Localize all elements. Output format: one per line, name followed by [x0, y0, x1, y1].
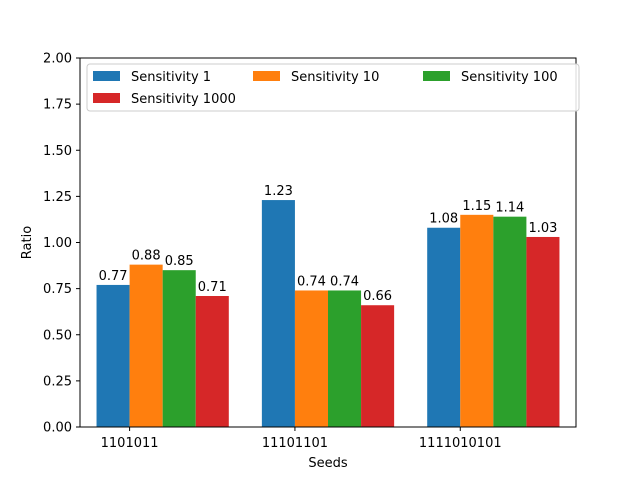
y-tick-label: 1.50 — [43, 144, 72, 159]
bar-value-label: 0.74 — [297, 274, 326, 289]
bar-sensitivity-100-1111010101 — [493, 216, 527, 427]
bar-value-label: 0.66 — [363, 289, 392, 304]
bar-value-label: 1.03 — [528, 221, 557, 236]
bar-sensitivity-1000-1101011 — [195, 296, 229, 427]
bar-value-label: 1.08 — [429, 212, 458, 227]
bar-sensitivity-1-1111010101 — [427, 227, 461, 427]
legend-label: Sensitivity 100 — [461, 70, 558, 85]
legend-swatch — [423, 71, 450, 81]
legend-box — [86, 63, 580, 112]
bar-sensitivity-100-11101101 — [328, 290, 362, 427]
bar-value-label: 1.15 — [462, 199, 491, 214]
bar-sensitivity-1000-11101101 — [361, 305, 395, 427]
bar-value-label: 0.77 — [99, 269, 128, 284]
bar-value-label: 0.85 — [165, 254, 194, 269]
legend-label: Sensitivity 1000 — [131, 92, 236, 107]
y-tick-label: 2.00 — [43, 52, 72, 67]
bar-sensitivity-10-1111010101 — [460, 214, 494, 427]
y-axis-title: Ratio — [20, 226, 35, 259]
x-tick-label: 1111010101 — [419, 436, 502, 451]
bar-sensitivity-10-11101101 — [294, 290, 328, 427]
bar-sensitivity-100-1101011 — [162, 270, 196, 427]
legend-swatch — [93, 71, 120, 81]
bar-sensitivity-1000-1111010101 — [526, 236, 560, 427]
bar-sensitivity-1-11101101 — [261, 200, 295, 427]
bar-sensitivity-1-1101011 — [96, 284, 130, 427]
x-axis-title: Seeds — [308, 456, 348, 471]
bar-value-label: 0.71 — [198, 280, 227, 295]
bar-value-label: 0.88 — [132, 249, 161, 264]
legend-label: Sensitivity 10 — [291, 70, 379, 85]
y-tick-label: 1.00 — [43, 236, 72, 251]
bar-sensitivity-10-1101011 — [129, 264, 163, 427]
bar-value-label: 1.23 — [264, 184, 293, 199]
y-tick-label: 0.75 — [43, 282, 72, 297]
y-tick-label: 0.00 — [43, 421, 72, 436]
x-tick-label: 11101101 — [262, 436, 328, 451]
y-tick-label: 0.25 — [43, 374, 72, 389]
legend-swatch — [93, 93, 120, 103]
x-tick-label: 1101011 — [101, 436, 159, 451]
legend-label: Sensitivity 1 — [131, 70, 211, 85]
bar-value-label: 1.14 — [495, 201, 524, 216]
bar-value-label: 0.74 — [330, 274, 359, 289]
y-tick-label: 1.75 — [43, 98, 72, 113]
y-tick-label: 0.50 — [43, 328, 72, 343]
legend-swatch — [253, 71, 280, 81]
y-tick-label: 1.25 — [43, 190, 72, 205]
